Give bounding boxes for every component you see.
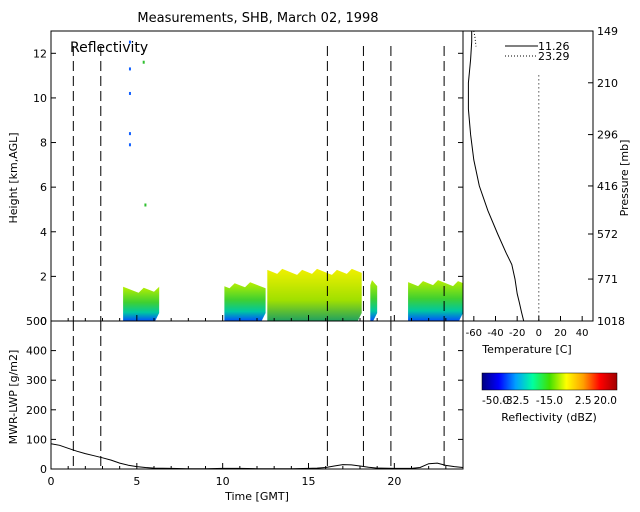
colorbar-gradient [481,372,618,391]
colorbar-tick-label: -32.5 [502,395,529,407]
pressure-tick-label: 771 [597,273,618,286]
lwp-axis-ticks: 0 100 200 300 400 500 [26,315,463,476]
reflectivity-panel-label: Reflectivity [70,40,148,56]
pressure-tick-label: 296 [597,129,618,142]
height-axis-ticks: 0 2 4 6 8 10 12 [33,47,463,328]
temperature-axis-label: Temperature [C] [481,343,571,356]
time-tick-label: 15 [302,475,316,488]
height-tick-label: 10 [33,92,47,105]
height-tick-label: 2 [40,270,47,283]
time-tick-label: 5 [133,475,140,488]
temperature-tick-label: 20 [554,328,567,339]
sounding-panel: 149 210 296 416 572 771 1018 -60 -40 -20 0 20 40 Pr… [462,25,631,356]
colorbar-label: Reflectivity (dBZ) [501,411,597,424]
height-tick-label: 8 [40,137,47,150]
sounding-series-dotted [473,30,477,47]
temperature-tick-label: -40 [487,328,503,339]
figure-title: Measurements, SHB, March 02, 1998 [137,11,378,26]
echo-point [128,67,131,71]
reflectivity-panel: 0 2 4 6 8 10 12 Reflectivity Height [km,AGL] [7,30,464,328]
pressure-tick-label: 210 [597,77,618,90]
lwp-tick-label: 200 [26,404,47,417]
pressure-axis-label: Pressure [mb] [618,140,631,217]
colorbar: -50.0-32.5 -15.0 2.5 20.0 Reflectivity (dBZ… [481,372,618,424]
lwp-tick-label: 0 [40,463,47,476]
colorbar-tick-label: -50.0 [482,395,509,407]
height-tick-label: 4 [40,226,47,239]
sounding-plot-frame [462,30,594,322]
cloud-layer [370,280,378,321]
lwp-tick-label: 400 [26,345,47,358]
pressure-tick-label: 1018 [597,315,625,328]
reflectivity-event-lines [72,46,445,321]
cloud-layer [408,280,463,321]
lwp-tick-label: 300 [26,374,47,387]
temperature-tick-label: 0 [536,328,542,339]
temperature-axis-ticks: -60 -40 -20 0 20 40 [466,316,589,339]
echo-point [142,60,145,64]
lwp-tick-label: 500 [26,315,47,328]
time-tick-label: 0 [48,475,55,488]
lwp-panel: 0 100 200 300 400 500 0 5 10 15 20 MWR-LWP [g/m2]… [7,315,464,503]
cloud-layer [224,282,266,321]
lwp-axis-label: MWR-LWP [g/m2] [7,350,20,445]
lwp-series-line [50,443,464,470]
pressure-axis-ticks: 149 210 296 416 572 771 1018 [588,25,625,328]
colorbar-tick-labels: -50.0-32.5 -15.0 2.5 20.0 [482,395,617,407]
colorbar-tick-label: -15.0 [536,395,563,407]
echo-point [128,91,131,95]
colorbar-tick-label: 20.0 [594,395,617,407]
pressure-tick-label: 572 [597,228,618,241]
cloud-layer [267,268,362,321]
height-tick-label: 6 [40,181,47,194]
temperature-tick-label: 40 [576,328,589,339]
temperature-tick-label: -20 [509,328,525,339]
time-axis-label: Time [GMT] [224,490,289,503]
lwp-plot-frame [50,320,464,470]
legend-label-solid: 11.26 [538,40,570,53]
echo-point [144,203,147,207]
height-tick-label: 0 [40,315,47,328]
reflectivity-scattered-echoes [128,40,147,207]
reflectivity-cloud-layers [123,268,463,321]
lwp-tick-label: 100 [26,433,47,446]
height-axis-label: Height [km,AGL] [7,132,20,223]
temperature-tick-label: -60 [466,328,482,339]
time-tick-label: 20 [387,475,401,488]
cloud-layer [123,286,160,321]
echo-point [128,132,131,136]
reflectivity-plot-frame [50,30,464,322]
legend-label-dotted: 23.29 [538,50,570,63]
sounding-series-solid [467,31,525,322]
time-tick-label: 10 [216,475,230,488]
pressure-tick-label: 149 [597,25,618,38]
colorbar-tick-label: 2.5 [575,395,592,407]
time-axis-ticks: 0 5 10 15 20 [48,315,464,488]
pressure-tick-label: 416 [597,180,618,193]
echo-point [128,143,131,147]
echo-point [128,40,131,44]
height-tick-label: 12 [33,47,47,60]
lwp-event-lines [72,321,445,469]
